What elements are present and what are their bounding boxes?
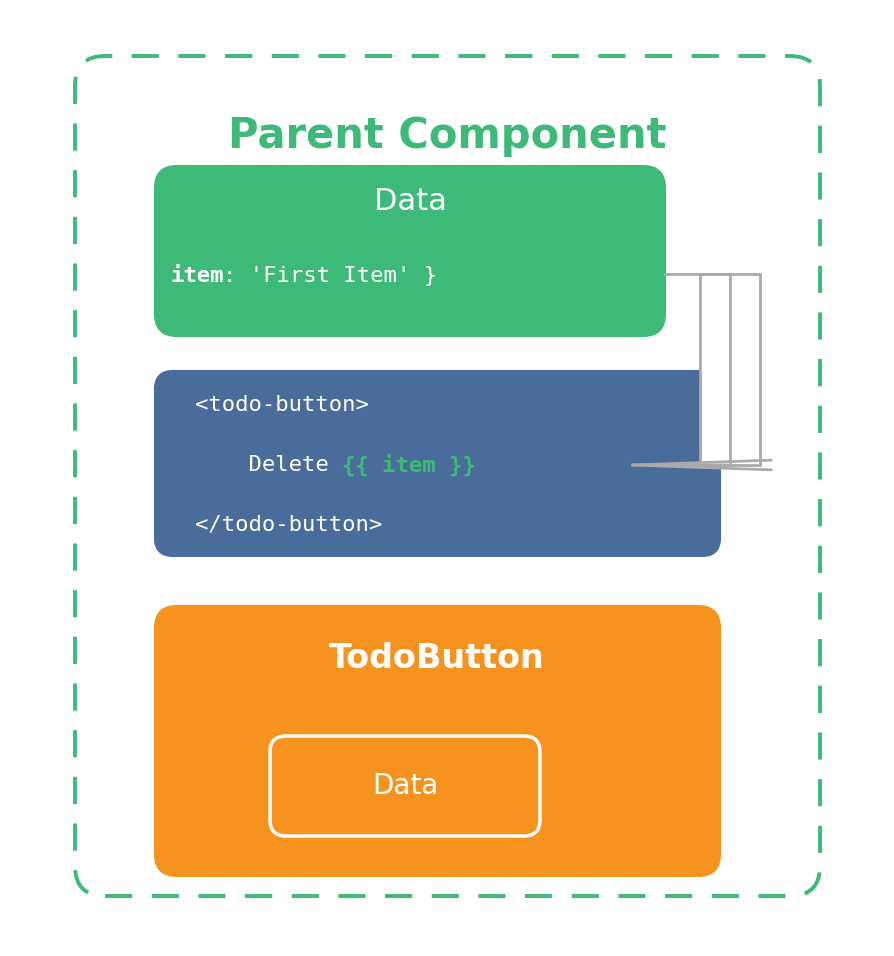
FancyBboxPatch shape: [155, 606, 720, 876]
FancyBboxPatch shape: [270, 736, 540, 836]
Text: Data: Data: [372, 772, 438, 800]
Text: TodoButton: TodoButton: [329, 641, 544, 675]
Text: Parent Component: Parent Component: [228, 115, 666, 157]
FancyBboxPatch shape: [155, 166, 665, 336]
Text: {: {: [143, 266, 170, 286]
Text: <todo-button>: <todo-button>: [195, 395, 369, 415]
Text: {{ item }}: {{ item }}: [342, 454, 476, 476]
FancyBboxPatch shape: [75, 56, 820, 896]
FancyBboxPatch shape: [155, 371, 720, 556]
Text: item: item: [170, 266, 224, 286]
Text: Delete: Delete: [195, 455, 342, 475]
FancyBboxPatch shape: [700, 274, 760, 465]
Text: : 'First Item' }: : 'First Item' }: [224, 266, 437, 286]
Text: </todo-button>: </todo-button>: [195, 515, 383, 535]
Text: Data: Data: [374, 186, 446, 215]
